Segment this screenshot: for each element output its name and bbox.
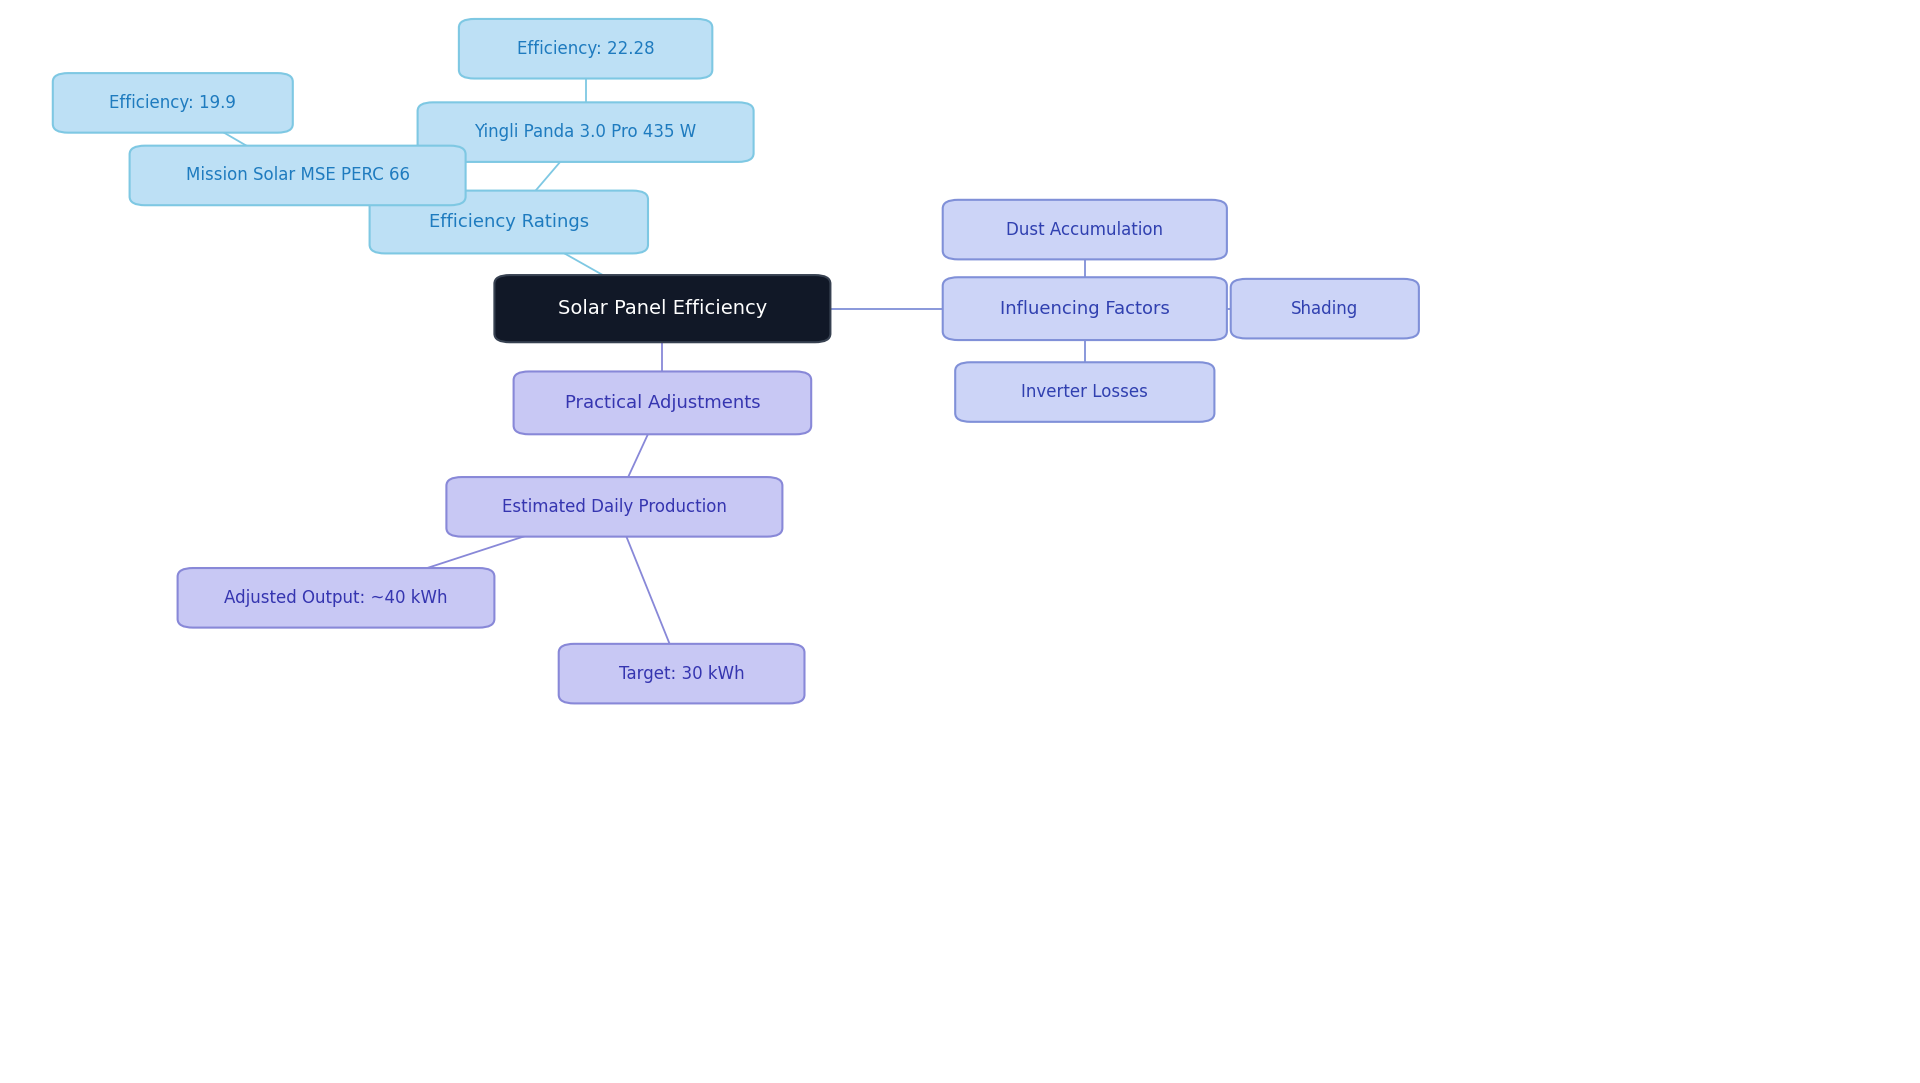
Text: Adjusted Output: ~40 kWh: Adjusted Output: ~40 kWh — [225, 589, 447, 606]
Text: Inverter Losses: Inverter Losses — [1021, 383, 1148, 401]
Text: Mission Solar MSE PERC 66: Mission Solar MSE PERC 66 — [186, 167, 409, 184]
Text: Efficiency: 22.28: Efficiency: 22.28 — [516, 40, 655, 57]
Text: Dust Accumulation: Dust Accumulation — [1006, 221, 1164, 238]
FancyBboxPatch shape — [369, 191, 649, 253]
Text: Influencing Factors: Influencing Factors — [1000, 300, 1169, 317]
FancyBboxPatch shape — [459, 18, 712, 79]
FancyBboxPatch shape — [493, 275, 829, 342]
Text: Practical Adjustments: Practical Adjustments — [564, 394, 760, 412]
FancyBboxPatch shape — [177, 567, 495, 628]
FancyBboxPatch shape — [943, 199, 1227, 259]
Text: Efficiency: 19.9: Efficiency: 19.9 — [109, 94, 236, 112]
FancyBboxPatch shape — [419, 103, 753, 162]
FancyBboxPatch shape — [445, 477, 783, 536]
Text: Solar Panel Efficiency: Solar Panel Efficiency — [559, 299, 766, 318]
Text: Estimated Daily Production: Estimated Daily Production — [501, 498, 728, 516]
FancyBboxPatch shape — [131, 146, 465, 206]
Text: Target: 30 kWh: Target: 30 kWh — [618, 665, 745, 682]
Text: Efficiency Ratings: Efficiency Ratings — [428, 213, 589, 231]
Text: Yingli Panda 3.0 Pro 435 W: Yingli Panda 3.0 Pro 435 W — [474, 123, 697, 141]
FancyBboxPatch shape — [513, 371, 810, 434]
FancyBboxPatch shape — [1231, 278, 1419, 338]
FancyBboxPatch shape — [954, 362, 1213, 421]
FancyBboxPatch shape — [943, 277, 1227, 340]
FancyBboxPatch shape — [559, 643, 804, 704]
FancyBboxPatch shape — [52, 73, 292, 132]
Text: Shading: Shading — [1290, 300, 1359, 317]
